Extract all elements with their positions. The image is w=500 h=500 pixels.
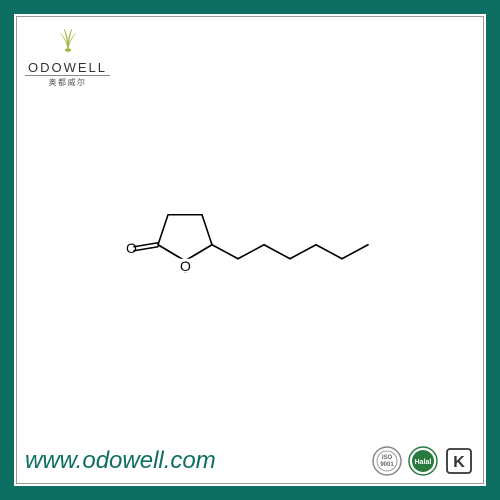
kosher-badge-icon: K [443, 445, 475, 477]
website-url: www.odowell.com [25, 447, 216, 475]
leaf-icon [25, 25, 110, 58]
svg-text:ISO: ISO [382, 455, 393, 461]
svg-text:Halal: Halal [415, 459, 432, 466]
iso-badge-icon: ISO 9001 [371, 445, 403, 477]
outer-frame: ODOWELL 奥都威尔 [0, 0, 500, 500]
svg-text:K: K [453, 454, 465, 471]
brand-name: ODOWELL [25, 60, 110, 75]
certification-badges: ISO 9001 Halal K [371, 445, 475, 477]
halal-badge-icon: Halal [407, 445, 439, 477]
brand-chinese: 奥都威尔 [25, 75, 110, 88]
chemical-structure: O O O [90, 187, 410, 302]
svg-text:9001: 9001 [380, 462, 394, 468]
footer: www.odowell.com ISO 9001 Ha [17, 445, 483, 477]
brand-logo: ODOWELL 奥都威尔 [25, 25, 110, 88]
oxygen-label: O [126, 240, 137, 256]
inner-frame: ODOWELL 奥都威尔 [16, 16, 484, 484]
svg-text:O: O [180, 258, 191, 274]
